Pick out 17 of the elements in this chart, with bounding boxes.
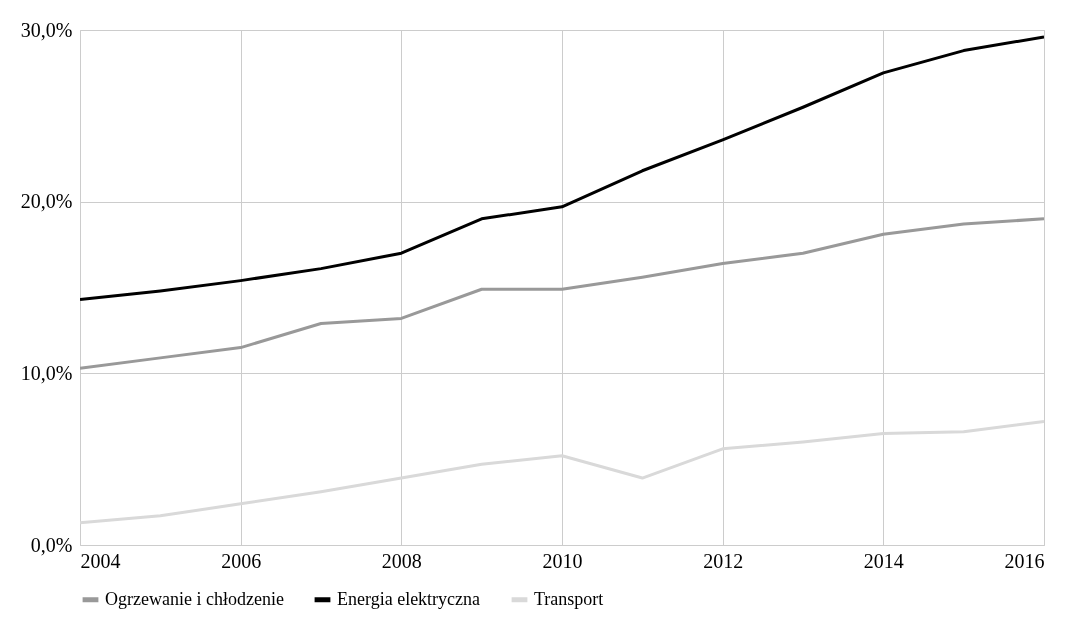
x-tick-label: 2006: [221, 549, 262, 572]
line-series: [80, 419, 1044, 525]
x-tick-label: 2012: [703, 549, 744, 572]
y-tick-label: 30,0%: [20, 18, 73, 41]
x-tick-label: 2014: [863, 549, 904, 572]
x-tick-label: 2004: [80, 549, 121, 572]
y-tick-label: 20,0%: [20, 190, 73, 213]
legend-label: Energia elektryczna: [337, 588, 481, 609]
x-tick-label: 2016: [1004, 549, 1045, 572]
x-tick-label: 2008: [381, 549, 422, 572]
legend-label: Transport: [534, 588, 604, 609]
y-tick-label: 10,0%: [20, 361, 73, 384]
y-tick-label: 0,0%: [30, 533, 73, 556]
x-tick-label: 2010: [542, 549, 583, 572]
line-series: [80, 217, 1044, 370]
line-series: [80, 35, 1044, 302]
legend-label: Ogrzewanie i chłodzenie: [105, 588, 284, 609]
